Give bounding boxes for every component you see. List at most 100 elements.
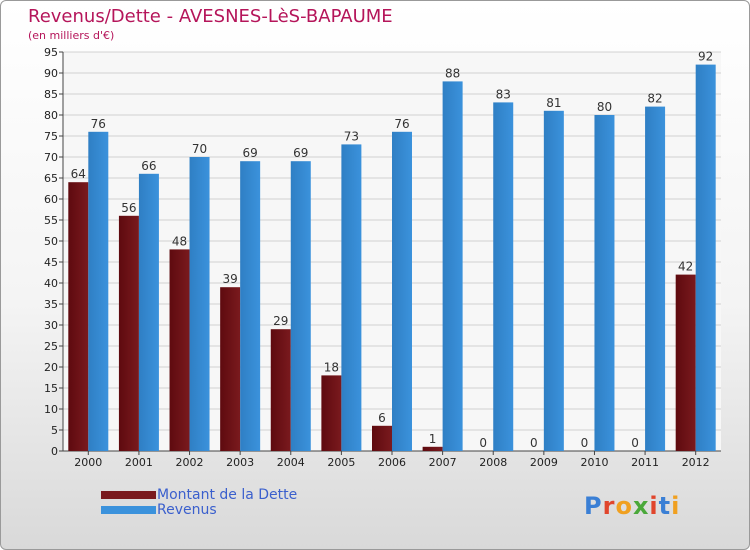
y-tick-label: 40 <box>44 277 58 290</box>
x-tick-label: 2003 <box>226 456 254 469</box>
x-tick-label: 2005 <box>327 456 355 469</box>
y-tick-label: 75 <box>44 130 58 143</box>
x-tick-label: 2008 <box>479 456 507 469</box>
bar-revenue <box>341 144 362 451</box>
bar-debt <box>220 287 241 451</box>
data-label-revenue: 69 <box>293 146 308 160</box>
y-tick-label: 55 <box>44 214 58 227</box>
bar-revenue <box>594 115 615 451</box>
bar-revenue <box>290 161 311 451</box>
bar-revenue <box>240 161 261 451</box>
x-tick-label: 2007 <box>429 456 457 469</box>
bar-debt <box>675 274 696 451</box>
data-label-revenue: 80 <box>597 100 612 114</box>
proxiti-logo: Proxiti <box>584 492 680 520</box>
data-label-debt: 0 <box>631 436 639 450</box>
data-label-debt: 48 <box>172 234 187 248</box>
data-label-debt: 39 <box>223 272 238 286</box>
bar-revenue <box>189 157 210 451</box>
x-tick-label: 2001 <box>125 456 153 469</box>
y-tick-label: 5 <box>51 424 58 437</box>
chart-subtitle: (en milliers d'€) <box>28 29 115 42</box>
legend-item-debt: Montant de la Dette <box>101 486 298 503</box>
x-tick-label: 2004 <box>277 456 305 469</box>
logo-letter: o <box>615 492 633 520</box>
legend: Montant de la Dette Revenus <box>101 486 298 518</box>
x-tick-label: 2000 <box>74 456 102 469</box>
y-tick-label: 65 <box>44 172 58 185</box>
data-label-revenue: 76 <box>394 117 409 131</box>
data-label-revenue: 92 <box>698 50 713 64</box>
x-tick-label: 2012 <box>682 456 710 469</box>
legend-item-revenue: Revenus <box>101 501 297 518</box>
legend-swatch-debt <box>101 490 156 499</box>
y-tick-label: 15 <box>44 382 58 395</box>
bar-debt <box>372 425 392 451</box>
data-label-debt: 64 <box>71 167 86 181</box>
y-tick-label: 70 <box>44 151 58 164</box>
y-tick-label: 45 <box>44 256 58 269</box>
data-label-revenue: 88 <box>445 66 460 80</box>
y-tick-label: 95 <box>44 46 58 59</box>
data-label-debt: 18 <box>324 360 339 374</box>
y-tick-label: 20 <box>44 361 58 374</box>
logo-letter: i <box>649 492 659 520</box>
data-label-debt: 0 <box>581 436 589 450</box>
bar-revenue <box>695 64 716 451</box>
bar-revenue <box>88 131 109 452</box>
y-tick-label: 90 <box>44 67 58 80</box>
y-tick-label: 85 <box>44 88 58 101</box>
logo-letter: r <box>602 492 616 520</box>
data-label-debt: 1 <box>429 432 437 446</box>
bar-debt <box>169 249 190 451</box>
data-label-debt: 6 <box>378 411 386 425</box>
bar-debt <box>68 182 89 451</box>
data-label-revenue: 70 <box>192 142 207 156</box>
x-tick-label: 2010 <box>580 456 608 469</box>
logo-letter: P <box>584 492 603 520</box>
x-tick-label: 2002 <box>176 456 204 469</box>
y-tick-label: 50 <box>44 235 58 248</box>
y-tick-label: 80 <box>44 109 58 122</box>
y-tick-label: 30 <box>44 319 58 332</box>
bar-debt <box>321 375 342 451</box>
legend-swatch-revenue <box>101 505 156 514</box>
x-tick-label: 2006 <box>378 456 406 469</box>
bar-debt <box>118 215 139 451</box>
data-label-revenue: 69 <box>243 146 258 160</box>
y-tick-label: 60 <box>44 193 58 206</box>
chart-title: Revenus/Dette - AVESNES-LèS-BAPAUME <box>28 6 393 27</box>
x-tick-label: 2009 <box>530 456 558 469</box>
bar-revenue <box>138 173 159 452</box>
bar-revenue <box>543 110 564 452</box>
bar-revenue <box>392 131 412 452</box>
data-label-revenue: 81 <box>546 96 561 110</box>
bar-revenue <box>493 102 514 452</box>
data-label-revenue: 73 <box>344 129 359 143</box>
data-label-revenue: 76 <box>91 117 106 131</box>
data-label-revenue: 83 <box>496 87 511 101</box>
legend-label-revenue: Revenus <box>157 501 217 518</box>
bar-revenue <box>442 81 463 452</box>
data-label-debt: 56 <box>121 201 136 215</box>
data-label-revenue: 66 <box>141 159 156 173</box>
bar-debt <box>270 329 291 451</box>
y-tick-label: 0 <box>51 445 58 458</box>
logo-letter: i <box>671 492 681 520</box>
logo-letter: x <box>632 492 650 520</box>
x-tick-label: 2011 <box>631 456 659 469</box>
y-tick-label: 10 <box>44 403 58 416</box>
y-tick-label: 35 <box>44 298 58 311</box>
bar-debt <box>422 446 443 451</box>
y-tick-label: 25 <box>44 340 58 353</box>
data-label-debt: 0 <box>530 436 538 450</box>
data-label-debt: 0 <box>479 436 487 450</box>
bar-revenue <box>645 106 666 451</box>
data-label-debt: 42 <box>678 260 693 274</box>
data-label-revenue: 82 <box>647 92 662 106</box>
data-label-debt: 29 <box>273 314 288 328</box>
logo-letter: t <box>658 492 672 520</box>
legend-label-debt: Montant de la Dette <box>157 486 298 503</box>
